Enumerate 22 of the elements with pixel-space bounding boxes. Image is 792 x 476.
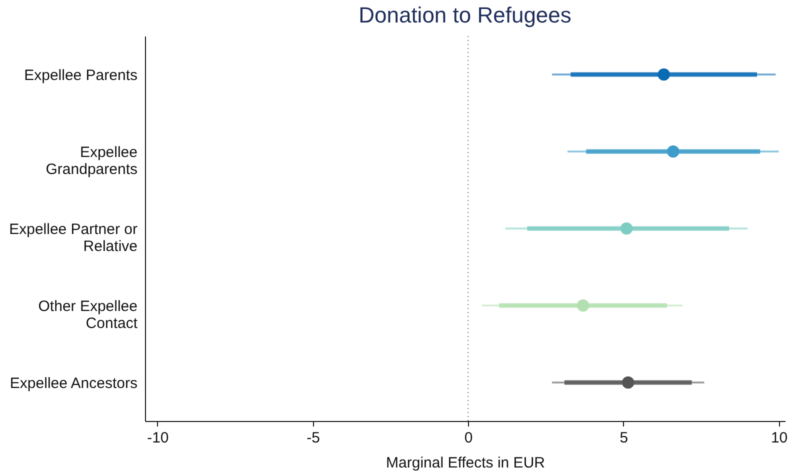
y-tick-label: Expellee Grandparents [46,144,138,178]
bar [527,226,730,231]
x-tick-label: 0 [464,430,473,446]
chart-title: Donation to Refugees [358,2,572,28]
x-tick-label: 10 [770,430,788,446]
point [576,299,590,312]
y-tick-label: Expellee Partner or Relative [9,221,138,255]
x-axis-title: Marginal Effects in EUR [386,454,546,472]
point [667,145,680,158]
x-tick-label: 5 [620,430,628,446]
point [620,222,633,235]
point [658,68,670,81]
x-tick-label: -10 [147,430,169,446]
y-tick-label: Expellee Parents [24,67,138,84]
point [622,376,634,389]
x-tick-label: -5 [306,430,320,446]
bar [586,149,760,154]
bar [499,303,667,308]
y-tick-label: Expellee Ancestors [10,375,138,392]
bar [564,380,692,385]
bar [570,72,758,77]
y-tick-label: Other Expellee Contact [38,298,138,332]
